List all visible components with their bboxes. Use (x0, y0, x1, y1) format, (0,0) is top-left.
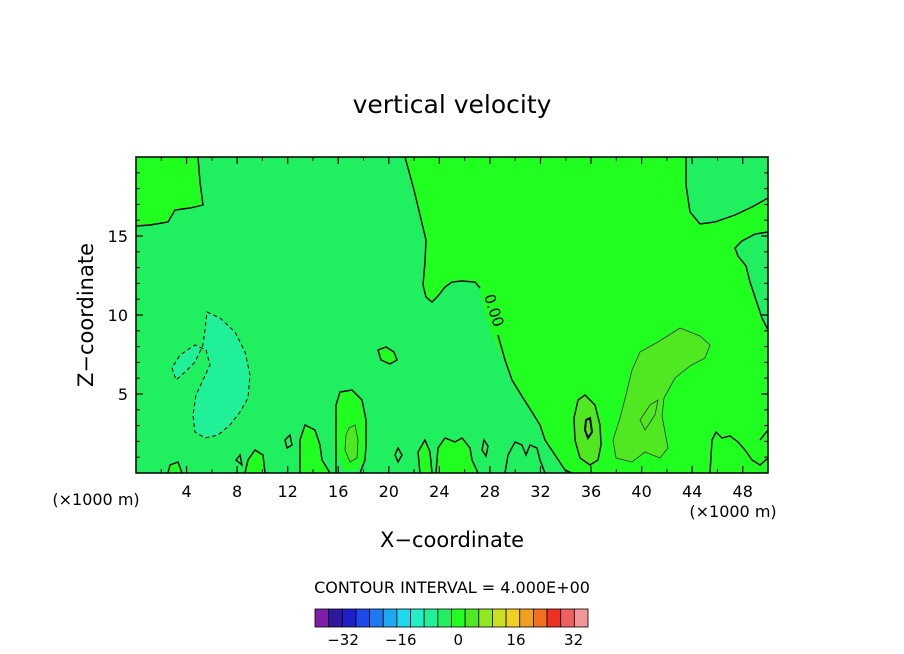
colorbar-tick-label: −16 (385, 631, 417, 649)
strong-positive-lobe (613, 328, 710, 462)
colorbar-tick-label: 16 (506, 631, 525, 649)
y-tick-label: 15 (108, 227, 128, 246)
x-tick-label: 8 (232, 482, 242, 501)
x-tick-label: 48 (733, 482, 753, 501)
colorbar (314, 608, 589, 628)
colorbar-tick-label: 32 (564, 631, 583, 649)
positive-contours (344, 327, 711, 463)
colorbar-tick-labels: −32 −16 0 16 32 (327, 631, 583, 649)
x-unit-right: (×1000 m) (689, 502, 776, 521)
colorbar-swatch (478, 608, 493, 628)
x-axis-ticks: 4 8 12 16 20 24 28 32 36 40 44 48 (160, 157, 753, 501)
y-axis-ticks: 5 10 15 (108, 172, 768, 458)
x-tick-label: 12 (278, 482, 298, 501)
colorbar-swatch (546, 608, 562, 628)
x-tick-label: 20 (379, 482, 399, 501)
strong-positive-core-16 (345, 425, 358, 462)
colorbar-swatch (396, 608, 411, 628)
negative-region-left (172, 312, 250, 438)
x-tick-label: 16 (328, 482, 348, 501)
positive-region-top-left (136, 157, 203, 226)
background-region-right (735, 232, 768, 330)
plot-area: 0.00 (136, 157, 768, 473)
colorbar-swatch (464, 608, 480, 628)
zero-contours (136, 157, 768, 473)
x-tick-label: 28 (480, 482, 500, 501)
y-tick-label: 10 (108, 306, 128, 325)
colorbar-swatch (341, 608, 357, 628)
contour-interval-label: CONTOUR INTERVAL = 4.000E+00 (314, 578, 590, 597)
colorbar-tick-label: 0 (454, 631, 464, 649)
x-axis-label: X−coordinate (380, 528, 524, 552)
y-tick-label: 5 (118, 385, 128, 404)
colorbar-swatch (423, 608, 439, 628)
colorbar-swatch (355, 608, 371, 628)
colorbar-swatch (519, 608, 534, 628)
colorbar-swatch (505, 608, 521, 628)
colorbar-swatch (382, 608, 398, 628)
colorbar-swatch (533, 608, 548, 628)
colorbar-swatch (492, 608, 507, 628)
x-tick-label: 24 (429, 482, 449, 501)
colorbar-swatch (437, 608, 452, 628)
colorbar-swatch (328, 608, 343, 628)
x-tick-label: 36 (581, 482, 601, 501)
negative-contours (171, 311, 251, 439)
colorbar-swatch (410, 608, 425, 628)
x-tick-label: 44 (682, 482, 702, 501)
x-tick-label: 32 (530, 482, 550, 501)
x-tick-label: 40 (631, 482, 651, 501)
x-unit-left: (×1000 m) (52, 490, 139, 509)
positive-bumps-bottom (168, 425, 478, 473)
colorbar-tick-label: −32 (327, 631, 359, 649)
colorbar-swatch (573, 608, 589, 628)
positive-lobe-36 (574, 395, 601, 465)
x-tick-label: 4 (181, 482, 191, 501)
colorbar-swatch (451, 608, 466, 628)
y-axis-label: Z−coordinate (74, 243, 98, 387)
background-region-top-right (686, 157, 768, 224)
chart-title: vertical velocity (353, 90, 552, 119)
colorbar-swatch (560, 608, 575, 628)
colorbar-swatch (369, 608, 384, 628)
positive-region-main (405, 157, 768, 473)
colorbar-swatch (314, 608, 330, 628)
